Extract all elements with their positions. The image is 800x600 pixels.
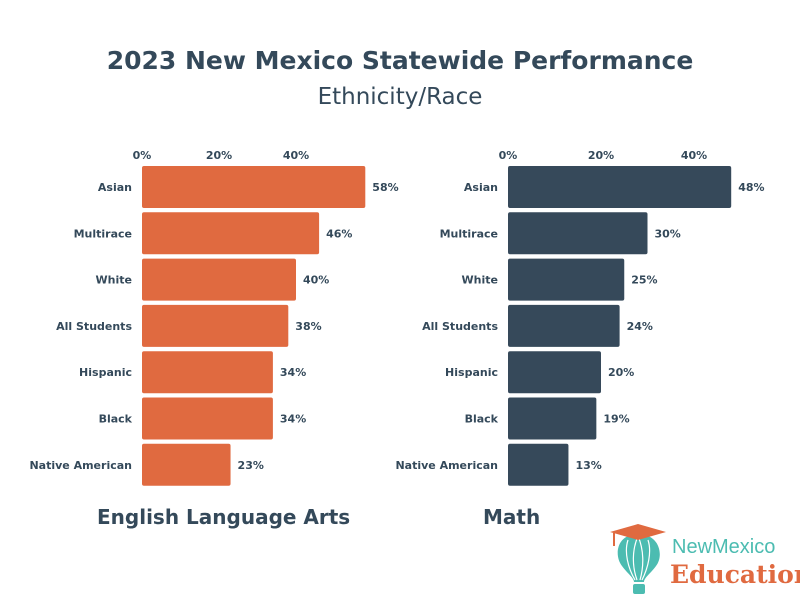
math-data-label: 24% [627, 320, 653, 333]
ela-data-label: 23% [238, 459, 264, 472]
math-chart-title: Math [483, 505, 541, 529]
math-data-label: 20% [608, 366, 634, 379]
ela-bar-asian [142, 166, 366, 208]
ela-category-label: All Students [56, 320, 132, 333]
ela-category-label: Asian [98, 181, 132, 194]
math-x-tick-label: 0% [499, 149, 518, 162]
ela-data-label: 58% [372, 181, 398, 194]
math-data-label: 19% [603, 413, 629, 426]
math-category-label: Multirace [440, 227, 498, 240]
logo-text-newmexico: NewMexico [672, 536, 776, 558]
ela-bar-native-american [142, 443, 231, 486]
math-category-label: All Students [422, 320, 498, 333]
ela-category-label: White [96, 274, 132, 287]
ela-bar-multirace [142, 212, 320, 255]
ela-data-label: 46% [326, 227, 352, 240]
ela-x-tick-label: 20% [206, 149, 232, 162]
ela-data-label: 34% [280, 413, 306, 426]
ela-bar-white [142, 258, 296, 301]
math-bar-multirace [508, 212, 648, 255]
math-x-tick-label: 40% [681, 149, 707, 162]
ela-category-label: Hispanic [79, 366, 132, 379]
ela-category-label: Black [99, 413, 133, 426]
math-data-label: 30% [655, 227, 681, 240]
ela-data-label: 40% [303, 274, 329, 287]
new-mexico-education-logo: NewMexico Education [604, 520, 800, 598]
math-data-label: 48% [738, 181, 764, 194]
math-bar-all-students [508, 304, 620, 347]
math-bar-white [508, 258, 625, 301]
ela-bar-all-students [142, 304, 289, 347]
ela-category-label: Multirace [74, 227, 132, 240]
ela-x-tick-label: 0% [133, 149, 152, 162]
math-category-label: Native American [395, 459, 498, 472]
math-category-label: Black [465, 413, 499, 426]
math-category-label: Asian [464, 181, 498, 194]
math-x-tick-label: 20% [588, 149, 614, 162]
math-bar-black [508, 397, 597, 440]
ela-data-label: 38% [295, 320, 321, 333]
logo-text-education: Education [670, 560, 800, 589]
ela-bar-black [142, 397, 273, 440]
ela-x-tick-label: 40% [283, 149, 309, 162]
math-bar-native-american [508, 443, 569, 486]
math-bar-asian [508, 166, 732, 208]
math-bar-hispanic [508, 351, 601, 394]
ela-data-label: 34% [280, 366, 306, 379]
balloon-graduation-cap-icon [610, 524, 666, 594]
chart-subtitle: Ethnicity/Race [317, 84, 483, 110]
math-data-label: 13% [575, 459, 601, 472]
chart-title: 2023 New Mexico Statewide Performance [106, 46, 694, 75]
ela-chart-title: English Language Arts [97, 505, 351, 529]
math-category-label: Hispanic [445, 366, 498, 379]
ela-bar-hispanic [142, 351, 273, 394]
ela-category-label: Native American [29, 459, 132, 472]
math-category-label: White [462, 274, 498, 287]
math-data-label: 25% [631, 274, 657, 287]
